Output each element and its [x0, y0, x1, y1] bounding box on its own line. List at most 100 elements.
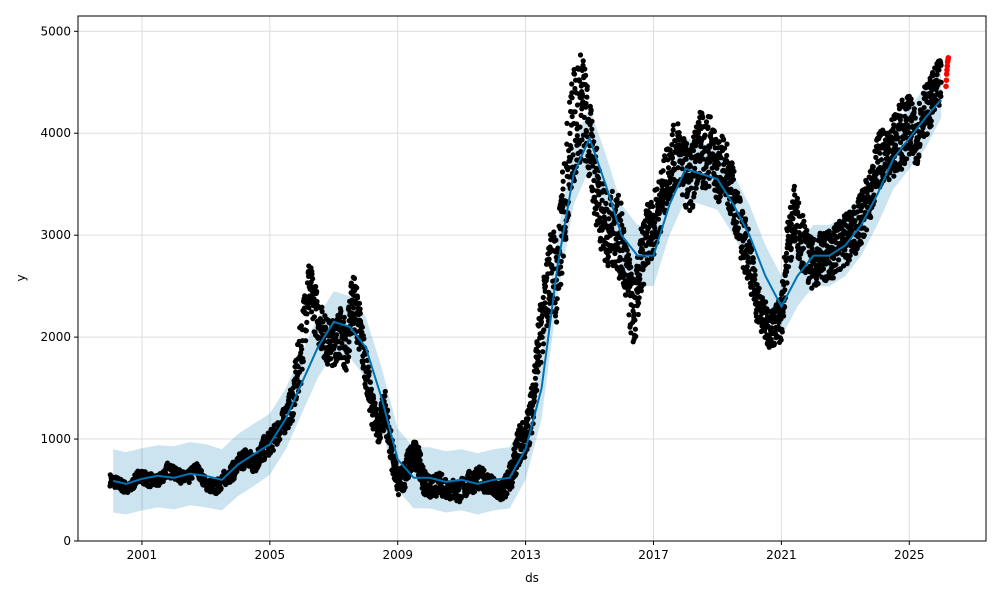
observed-point [752, 276, 758, 283]
observed-point [734, 219, 740, 225]
observed-point [337, 345, 343, 351]
observed-point [729, 161, 735, 167]
observed-point [898, 139, 904, 145]
observed-point [569, 81, 575, 87]
observed-point [372, 400, 378, 406]
observed-point [574, 102, 581, 108]
observed-point [320, 319, 326, 325]
observed-point [560, 253, 567, 259]
observed-point [540, 294, 546, 301]
observed-point [790, 216, 796, 222]
observed-point [727, 210, 734, 217]
x-tick-label: 2025 [894, 548, 925, 562]
observed-point [558, 281, 564, 287]
observed-point [924, 131, 930, 137]
observed-point [370, 395, 377, 401]
observed-point [619, 222, 625, 228]
observed-point [351, 275, 358, 281]
observed-point [309, 271, 315, 277]
observed-point [417, 452, 424, 458]
observed-point [618, 256, 624, 263]
observed-point [402, 484, 408, 490]
observed-point [582, 66, 588, 72]
observed-point [669, 132, 675, 138]
observed-point [341, 319, 347, 325]
observed-point [830, 275, 836, 281]
observed-point [778, 337, 784, 343]
observed-point [730, 176, 737, 183]
observed-point [433, 493, 439, 499]
observed-point [262, 455, 268, 461]
observed-point [525, 416, 531, 422]
observed-point [788, 245, 794, 251]
observed-point [277, 436, 283, 442]
forecast-line-path [112, 98, 942, 485]
observed-point [596, 201, 602, 207]
observed-point [574, 121, 580, 127]
observed-point [544, 323, 550, 329]
observed-point [868, 214, 874, 220]
observed-point [648, 199, 654, 205]
observed-point [909, 101, 915, 107]
observed-point [377, 435, 383, 441]
observed-point [815, 281, 821, 287]
observed-point [902, 160, 908, 167]
observed-point [314, 298, 320, 305]
observed-point [544, 275, 550, 281]
observed-point [290, 411, 296, 417]
observed-point [928, 118, 934, 124]
observed-point [737, 198, 743, 204]
observed-point [688, 177, 694, 183]
highlight-point [944, 67, 950, 73]
observed-point [603, 200, 609, 206]
observed-point [669, 155, 676, 161]
observed-point [707, 114, 713, 120]
observed-point [908, 118, 915, 124]
observed-point [514, 436, 521, 442]
observed-point [517, 424, 524, 430]
observed-point [671, 161, 677, 167]
observed-point [328, 356, 334, 362]
observed-point [627, 257, 633, 263]
observed-point [354, 295, 361, 301]
observed-point [346, 304, 352, 310]
observed-point [346, 354, 352, 360]
observed-point [864, 227, 870, 233]
observed-point [513, 471, 519, 477]
observed-point [631, 311, 637, 317]
observed-point [599, 197, 605, 203]
observed-point [577, 52, 584, 58]
observed-point [299, 346, 305, 352]
observed-point [752, 272, 758, 278]
observed-point [636, 295, 642, 301]
observed-point [898, 113, 904, 119]
observed-point [584, 94, 590, 100]
observed-point [571, 71, 578, 77]
observed-point [560, 178, 566, 184]
observed-point [540, 349, 546, 355]
observed-point [615, 192, 622, 198]
observed-point [936, 67, 942, 73]
observed-point [471, 489, 478, 495]
observed-point [338, 308, 344, 314]
observed-point [665, 165, 672, 171]
observed-point [716, 161, 722, 167]
observed-point [481, 467, 487, 473]
observed-point [652, 225, 658, 231]
y-tick-label: 2000 [40, 330, 71, 344]
observed-point [638, 288, 644, 294]
observed-point [594, 211, 600, 217]
observed-point [691, 190, 697, 197]
observed-point [577, 78, 583, 84]
observed-point [851, 204, 857, 210]
observed-point [359, 324, 365, 330]
observed-point [626, 312, 632, 318]
observed-point [642, 223, 648, 229]
observed-point [303, 338, 309, 344]
observed-point [302, 293, 308, 299]
observed-point [313, 284, 319, 290]
observed-point [334, 332, 340, 338]
observed-point [605, 254, 612, 260]
observed-point [877, 150, 883, 156]
observed-point [908, 96, 914, 102]
